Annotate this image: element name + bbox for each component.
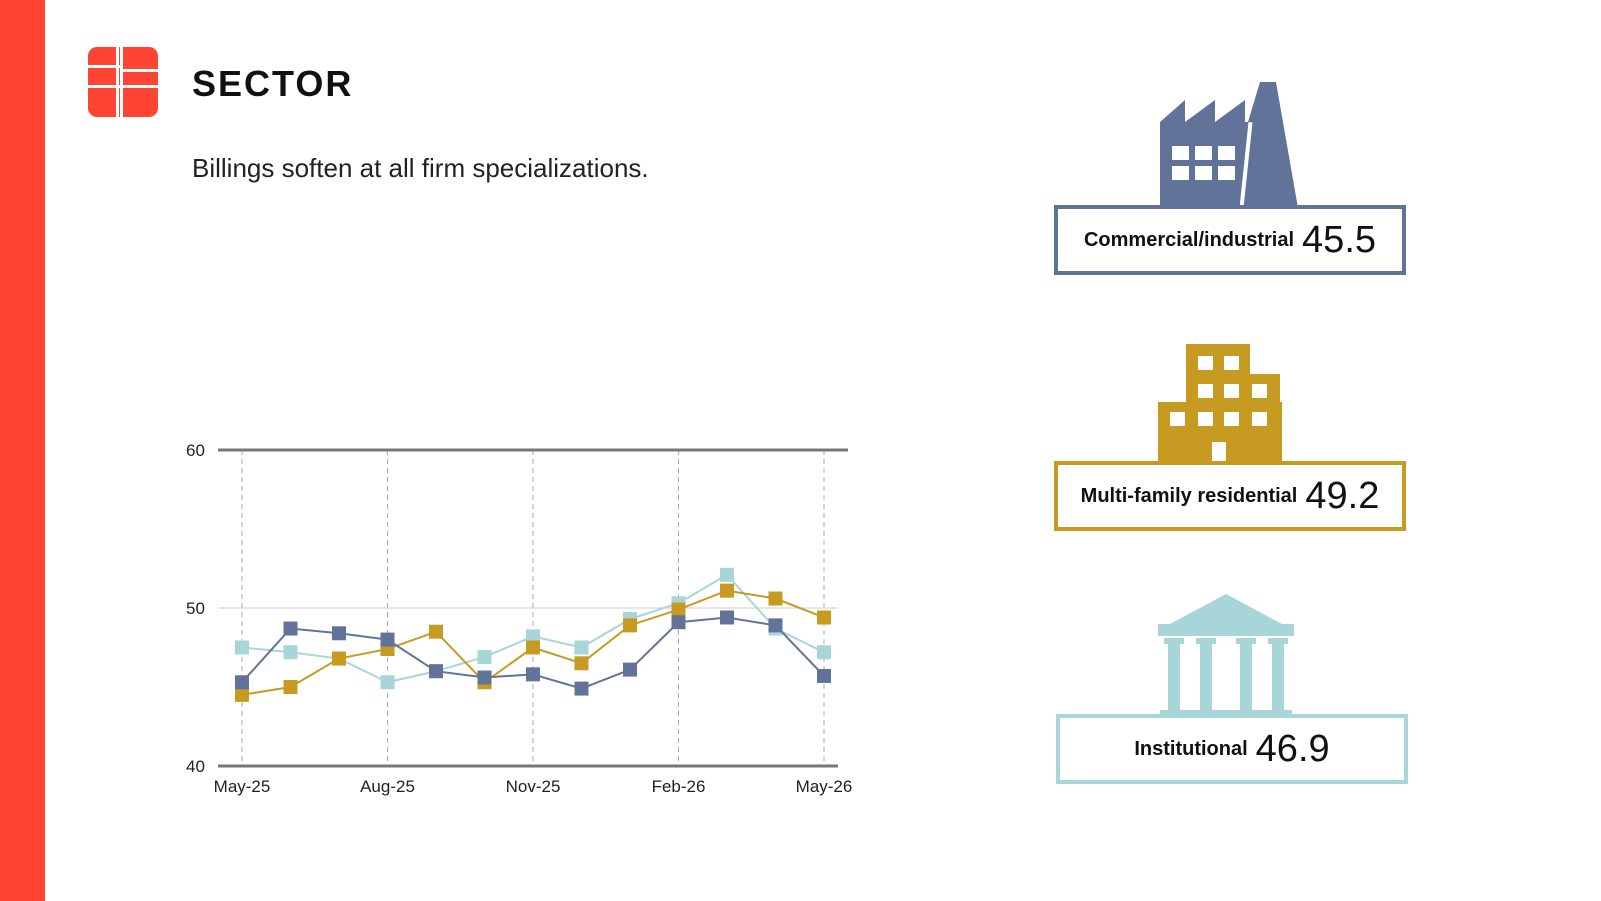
x-tick-label: Nov-25 <box>506 777 561 796</box>
apartment-building-icon <box>1158 344 1282 462</box>
data-point <box>817 610 831 625</box>
data-point <box>720 567 734 582</box>
data-point <box>574 681 589 696</box>
data-point <box>720 610 734 625</box>
x-tick-label: Aug-25 <box>360 777 415 796</box>
data-point <box>817 645 831 660</box>
data-point <box>768 591 783 606</box>
data-point <box>671 602 686 617</box>
columned-building-icon <box>1158 594 1294 716</box>
data-point <box>526 640 540 655</box>
stat-institutional: Institutional 46.9 <box>1056 714 1408 784</box>
x-tick-label: May-26 <box>796 777 853 796</box>
stat-label: Multi-family residential <box>1080 484 1298 507</box>
data-point <box>332 626 346 641</box>
data-point <box>574 640 589 655</box>
page-title: SECTOR <box>192 63 354 104</box>
data-point <box>623 662 637 677</box>
data-point <box>235 687 249 702</box>
sector-line-chart: 40 50 60 May-25 Aug-25 Nov-25 Feb-26 May-26 <box>186 441 853 796</box>
data-point <box>332 651 346 666</box>
data-point <box>283 645 298 660</box>
data-point <box>623 618 637 633</box>
data-point <box>768 618 783 633</box>
x-tick-label: Feb-26 <box>652 777 706 796</box>
y-tick-label: 60 <box>186 441 205 460</box>
page-subtitle: Billings soften at all firm specializati… <box>192 153 649 183</box>
data-point <box>235 640 249 655</box>
data-point <box>283 621 298 636</box>
data-point <box>817 668 831 683</box>
factory-icon <box>1160 82 1298 208</box>
y-tick-label: 40 <box>186 757 205 776</box>
data-point <box>283 680 298 694</box>
stat-value: 46.9 <box>1255 727 1330 770</box>
data-point <box>720 583 734 598</box>
data-point <box>380 675 395 690</box>
data-point <box>574 656 589 671</box>
stat-multi-family-residential: Multi-family residential 49.2 <box>1054 461 1406 531</box>
stat-value: 45.5 <box>1302 218 1377 261</box>
data-point <box>477 670 492 685</box>
y-tick-label: 50 <box>186 599 205 618</box>
data-point <box>526 629 540 644</box>
stat-value: 49.2 <box>1305 474 1380 517</box>
data-point <box>235 675 249 690</box>
x-tick-label: May-25 <box>214 777 271 796</box>
data-point <box>671 615 686 630</box>
data-point <box>429 624 443 639</box>
sector-logo-icon <box>88 47 158 117</box>
data-point <box>526 667 540 682</box>
accent-sidebar <box>0 0 45 901</box>
stat-commercial-industrial: Commercial/industrial 45.5 <box>1054 205 1406 275</box>
stat-label: Commercial/industrial <box>1083 228 1295 251</box>
data-point <box>380 632 395 647</box>
stat-label: Institutional <box>1134 737 1248 760</box>
data-point <box>477 649 492 664</box>
data-point <box>429 664 443 679</box>
